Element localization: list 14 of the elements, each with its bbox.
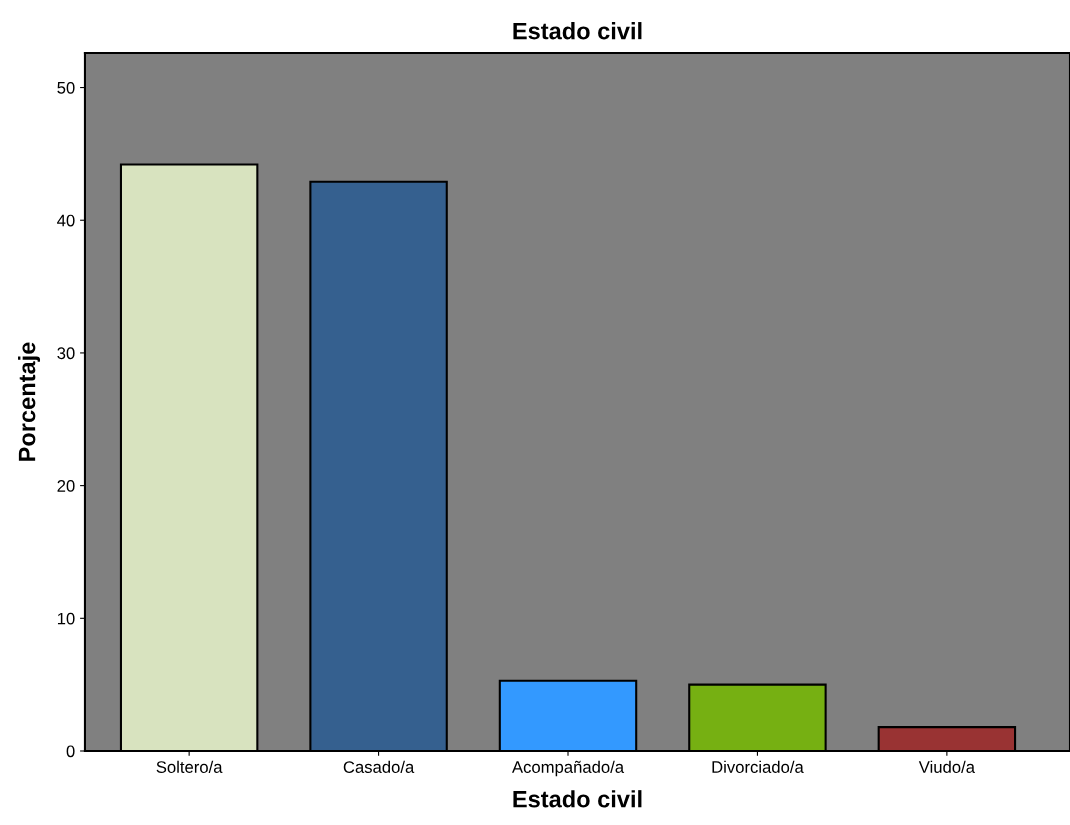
y-axis-title: Porcentaje <box>18 342 41 461</box>
y-tick-label: 50 <box>57 81 75 94</box>
y-tick-label: 30 <box>57 347 75 360</box>
y-tick-label: 10 <box>57 612 75 625</box>
x-tick-label: Viudo/a <box>918 760 975 773</box>
y-tick-label: 40 <box>57 214 75 227</box>
chart-title: Estado civil <box>513 22 642 40</box>
y-tick-label: 20 <box>57 480 75 492</box>
x-axis-title: Estado civil <box>513 790 642 808</box>
x-tick-label: Casado/a <box>343 760 415 773</box>
x-tick-label: Acompañado/a <box>511 760 625 777</box>
x-tick-label: Soltero/a <box>156 760 223 773</box>
x-tick-label: Divorciado/a <box>712 760 804 773</box>
y-tick-label: 0 <box>66 745 75 758</box>
